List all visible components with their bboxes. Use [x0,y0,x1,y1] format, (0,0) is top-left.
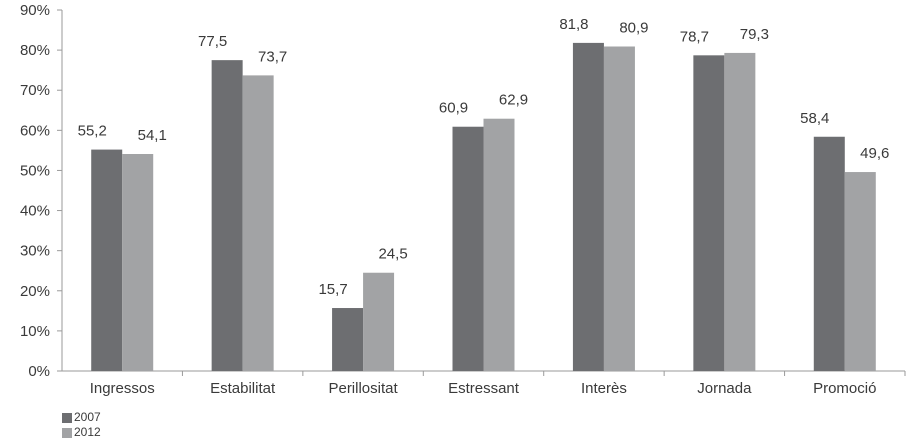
y-axis-ticks: 0% 10% 20% 30% 40% 50% 60% 70% 80% 90% [20,2,62,380]
x-tick-label: Jornada [697,380,752,397]
bar-2007-estabilitat [211,60,243,372]
bar-chart: 0% 10% 20% 30% 40% 50% 60% 70% 80% 90% 55,2 54,1 77… [20,2,906,397]
legend-label-2007: 2007 [74,410,101,424]
y-tick-label: 20% [20,283,50,300]
bar-2007-estressant [452,126,484,372]
legend-item-2007: 2007 [62,410,101,425]
data-label: 60,9 [439,100,468,117]
bar-2007-ingressos [91,149,123,371]
data-label: 77,5 [198,33,227,50]
bar-2012-interès [603,46,635,372]
bar-2012-perillositat [363,272,395,371]
x-axis-labels: Ingressos Estabilitat Perillositat Estressa… [90,371,906,397]
data-label: 78,7 [680,28,709,45]
legend-item-2012: 2012 [62,425,101,440]
x-tick-label: Estabilitat [210,380,276,397]
data-label: 49,6 [860,145,889,162]
bar-2007-jornada [693,55,725,371]
x-tick-label: Promoció [813,380,876,397]
x-tick-label: Estressant [448,380,520,397]
data-label: 54,1 [138,127,167,144]
y-tick-label: 90% [20,2,50,19]
y-tick-label: 80% [20,42,50,59]
data-label: 62,9 [499,92,528,109]
data-label: 80,9 [619,20,648,37]
bar-2012-promoció [844,172,876,371]
data-label: 79,3 [740,26,769,43]
bar-2007-promoció [813,136,845,371]
bar-2012-ingressos [122,153,154,371]
data-label: 24,5 [378,246,407,263]
data-label: 73,7 [258,48,287,65]
data-label: 58,4 [800,110,829,127]
y-tick-label: 60% [20,122,50,139]
y-tick-label: 70% [20,82,50,99]
legend-label-2012: 2012 [74,425,101,439]
bar-2012-estressant [483,118,515,371]
bar-2012-estabilitat [242,75,274,372]
x-tick-label: Interès [581,380,627,397]
data-label: 81,8 [559,16,588,33]
data-labels: 55,2 54,1 77,5 73,7 15,7 24,5 60,9 62,9 81,8 80,9… [78,16,890,298]
bars [91,42,876,372]
y-tick-label: 0% [28,363,50,380]
data-label: 55,2 [78,123,107,140]
y-tick-label: 10% [20,323,50,340]
y-tick-label: 30% [20,243,50,260]
bar-2007-interès [572,42,604,371]
y-tick-label: 40% [20,203,50,220]
legend: 2007 2012 [62,410,101,440]
legend-swatch-2007 [62,412,72,423]
legend-swatch-2012 [62,427,72,438]
bar-2012-jornada [724,52,756,372]
x-tick-label: Ingressos [90,380,155,397]
x-tick-label: Perillositat [328,380,398,397]
bar-2007-perillositat [332,308,364,371]
y-tick-label: 50% [20,162,50,179]
data-label: 15,7 [318,281,347,298]
